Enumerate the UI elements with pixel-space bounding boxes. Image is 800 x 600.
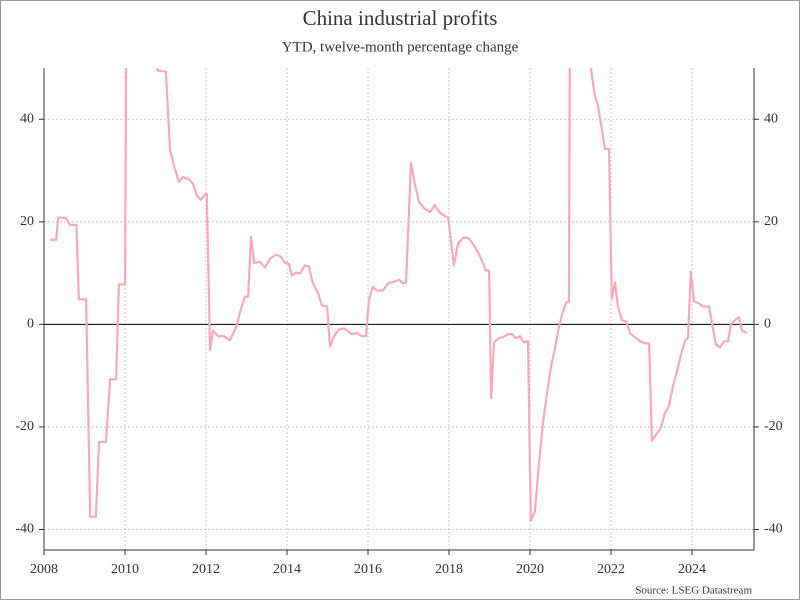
x-tick-label: 2012	[192, 562, 220, 577]
x-tick-label: 2022	[597, 562, 625, 577]
x-tick-label: 2016	[354, 562, 382, 577]
chart-subtitle: YTD, twelve-month percentage change	[282, 39, 519, 55]
plot-area	[50, 68, 748, 522]
x-tick-label: 2014	[273, 562, 301, 577]
x-tick-label: 2010	[111, 562, 139, 577]
data-line	[50, 68, 748, 522]
y2-tick-label: 20	[764, 214, 778, 229]
chart-title: China industrial profits	[303, 6, 498, 30]
y-tick-label: -40	[15, 522, 34, 537]
x-tick-label: 2008	[30, 562, 58, 577]
y-tick-label: -20	[15, 419, 34, 434]
x-tick-label: 2024	[678, 562, 706, 577]
y2-tick-label: 40	[764, 111, 778, 126]
x-tick-label: 2020	[516, 562, 544, 577]
y-tick-label: 0	[27, 317, 34, 332]
source-note: Source: LSEG Datastream	[635, 585, 752, 597]
y2-tick-label: -20	[764, 419, 783, 434]
y2-tick-label: 0	[764, 317, 771, 332]
x-tick-label: 2018	[435, 562, 463, 577]
y-tick-label: 20	[20, 214, 34, 229]
y-tick-label: 40	[20, 111, 34, 126]
y2-tick-label: -40	[764, 522, 783, 537]
